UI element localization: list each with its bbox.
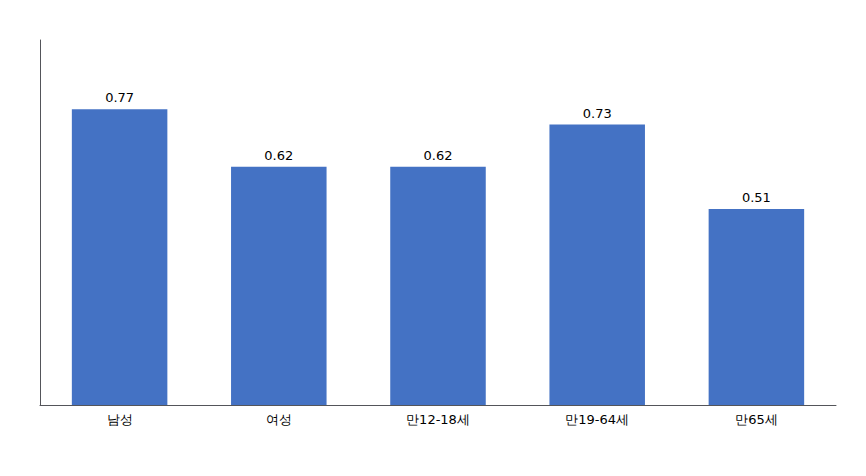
svg-text:0.77: 0.77 [105,90,134,105]
svg-text:0.62: 0.62 [264,148,293,163]
svg-text:0.73: 0.73 [583,106,612,121]
svg-text:만19-64세: 만19-64세 [565,412,629,427]
svg-text:만65세: 만65세 [735,412,778,427]
svg-text:0.51: 0.51 [742,190,771,205]
svg-text:0.62: 0.62 [424,148,453,163]
svg-text:남성: 남성 [107,412,133,427]
svg-text:여성: 여성 [266,412,292,427]
svg-text:만12-18세: 만12-18세 [406,412,470,427]
